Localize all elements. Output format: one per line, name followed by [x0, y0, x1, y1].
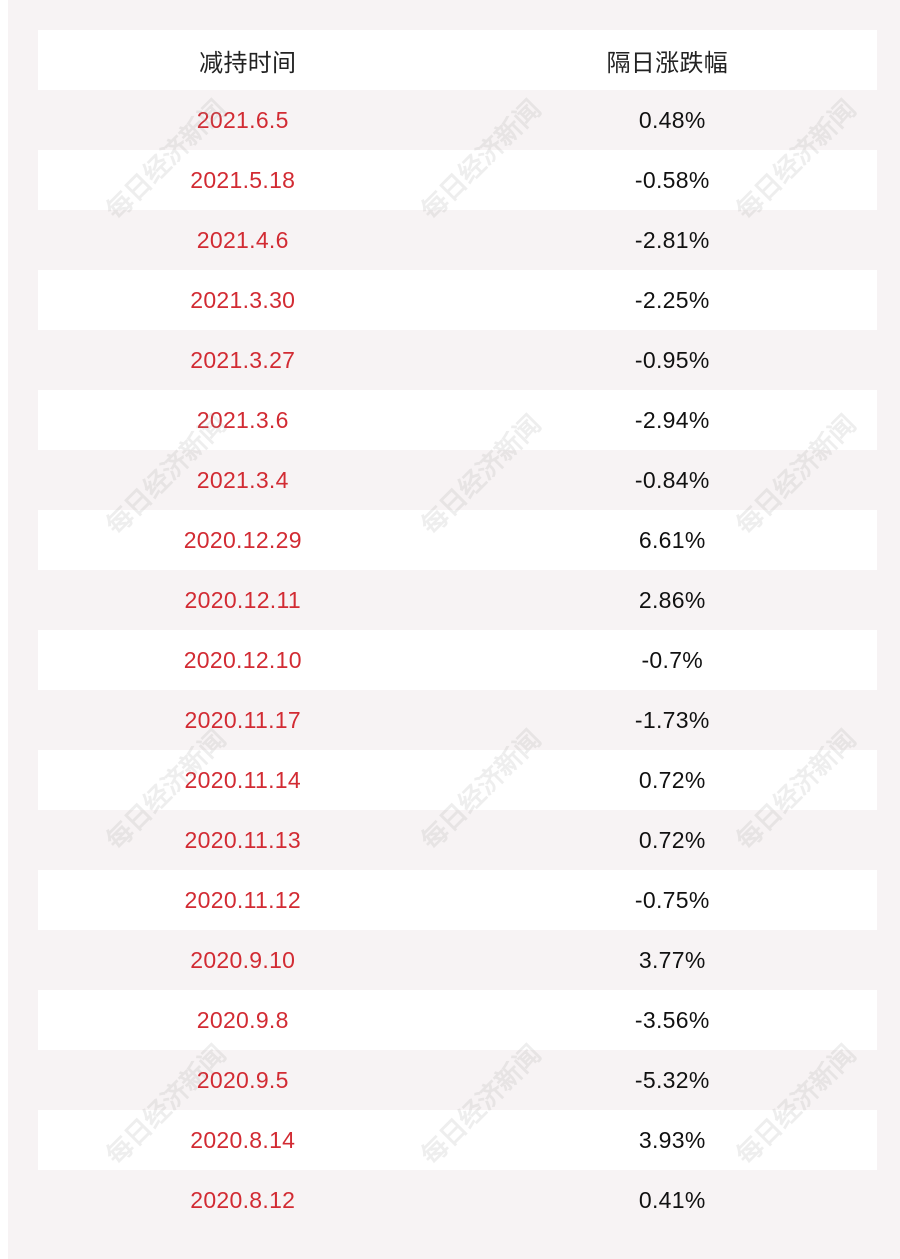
- date-cell: 2021.3.27: [190, 346, 296, 373]
- date-cell: 2021.3.4: [196, 466, 289, 493]
- table-row: 2021.3.27 -0.95%: [38, 330, 877, 390]
- table-row: 2020.9.10 3.77%: [38, 930, 877, 990]
- date-cell: 2020.11.13: [184, 826, 301, 853]
- table-row: 2020.9.8 -3.56%: [38, 990, 877, 1050]
- table-row: 2020.9.5 -5.32%: [38, 1050, 877, 1110]
- table-row: 2020.11.13 0.72%: [38, 810, 877, 870]
- date-cell: 2021.3.6: [196, 406, 289, 433]
- table-row: 2020.12.29 6.61%: [38, 510, 877, 570]
- change-cell: -0.95%: [634, 346, 710, 373]
- change-cell: 6.61%: [638, 526, 706, 553]
- change-cell: -5.32%: [634, 1066, 710, 1093]
- change-cell: 2.86%: [638, 586, 706, 613]
- date-cell: 2020.12.11: [184, 586, 301, 613]
- header-date: 减持时间: [199, 49, 297, 77]
- table-row: 2021.5.18 -0.58%: [38, 150, 877, 210]
- change-cell: -0.7%: [641, 646, 704, 673]
- table-row: 2021.3.30 -2.25%: [38, 270, 877, 330]
- table-row: 2020.8.12 0.41%: [38, 1170, 877, 1230]
- table-row: 2020.11.14 0.72%: [38, 750, 877, 810]
- table-header-row: 减持时间 隔日涨跌幅: [38, 30, 877, 90]
- date-cell: 2020.9.5: [196, 1066, 289, 1093]
- change-cell: -0.84%: [634, 466, 710, 493]
- table-row: 2020.11.12 -0.75%: [38, 870, 877, 930]
- change-cell: 0.41%: [638, 1186, 706, 1213]
- date-cell: 2020.8.14: [190, 1126, 296, 1153]
- change-cell: 3.77%: [638, 946, 706, 973]
- table-row: 2020.8.14 3.93%: [38, 1110, 877, 1170]
- table-row: 2020.12.11 2.86%: [38, 570, 877, 630]
- table-row: 2020.11.17 -1.73%: [38, 690, 877, 750]
- change-cell: -2.81%: [634, 226, 710, 253]
- date-cell: 2021.3.30: [190, 286, 296, 313]
- date-cell: 2020.9.8: [196, 1006, 289, 1033]
- date-cell: 2020.9.10: [190, 946, 296, 973]
- table-row: 2021.3.6 -2.94%: [38, 390, 877, 450]
- date-cell: 2021.5.18: [190, 166, 296, 193]
- change-cell: -2.25%: [634, 286, 710, 313]
- date-cell: 2020.8.12: [190, 1186, 296, 1213]
- change-cell: -3.56%: [634, 1006, 710, 1033]
- date-cell: 2021.6.5: [196, 106, 289, 133]
- date-cell: 2020.11.14: [184, 766, 301, 793]
- table-row: 2020.12.10 -0.7%: [38, 630, 877, 690]
- date-cell: 2020.11.12: [184, 886, 301, 913]
- change-cell: -1.73%: [634, 706, 710, 733]
- change-cell: -0.75%: [634, 886, 710, 913]
- table-row: 2021.6.5 0.48%: [38, 90, 877, 150]
- date-cell: 2020.12.10: [183, 646, 302, 673]
- table-row: 2021.4.6 -2.81%: [38, 210, 877, 270]
- table-row: 2021.3.4 -0.84%: [38, 450, 877, 510]
- change-cell: 3.93%: [638, 1126, 706, 1153]
- date-cell: 2021.4.6: [196, 226, 289, 253]
- change-cell: -2.94%: [634, 406, 710, 433]
- header-change: 隔日涨跌幅: [606, 49, 728, 77]
- change-cell: 0.72%: [638, 766, 706, 793]
- change-cell: -0.58%: [634, 166, 710, 193]
- reduction-table: 减持时间 隔日涨跌幅 2021.6.5 0.48% 2021.5.18 -0.58% 2…: [38, 30, 877, 1230]
- change-cell: 0.48%: [638, 106, 706, 133]
- date-cell: 2020.12.29: [183, 526, 302, 553]
- change-cell: 0.72%: [638, 826, 706, 853]
- date-cell: 2020.11.17: [184, 706, 301, 733]
